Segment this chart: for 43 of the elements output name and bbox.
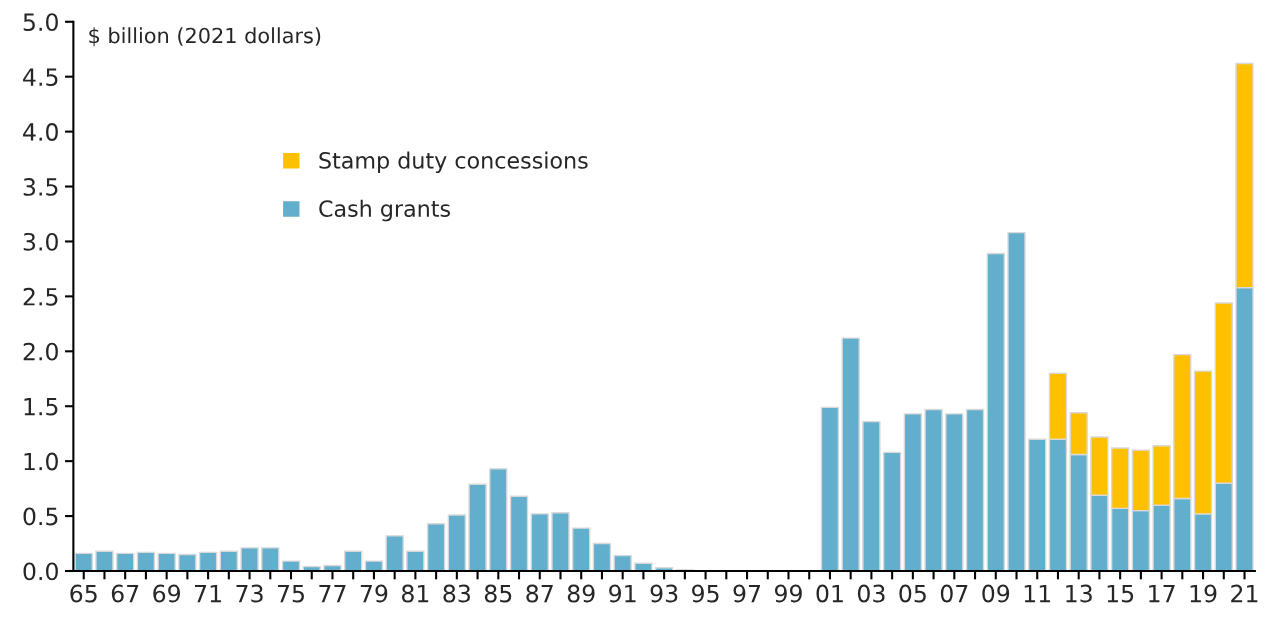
x-tick-label: 87	[526, 584, 553, 603]
x-tick-label: 05	[899, 584, 926, 603]
y-tick-label: 4.0	[23, 123, 58, 141]
y-tick-label: 0.0	[23, 562, 58, 581]
x-tick-label: 13	[1066, 584, 1092, 603]
x-tick-label: 17	[1149, 584, 1175, 603]
y-tick-label: 0.5	[23, 507, 58, 526]
x-tick-label: 65	[70, 584, 97, 603]
y-tick-label: 5.0	[23, 13, 58, 32]
y-tick-label: 2.0	[23, 342, 58, 361]
x-tick-label: 67	[111, 584, 139, 603]
legend-label: Stamp duty concessions	[319, 151, 588, 174]
x-tick-label: 95	[692, 584, 719, 603]
x-tick-label: 85	[484, 584, 512, 603]
x-tick-label: 79	[360, 584, 388, 603]
y-tick-label: 3.5	[23, 177, 58, 196]
x-tick-label: 77	[319, 584, 346, 603]
x-tick-label: 21	[1231, 584, 1258, 603]
y-tick-label: 3.0	[23, 232, 58, 251]
y-tick-label: 1.0	[24, 452, 58, 471]
x-tick-label: 19	[1190, 584, 1217, 603]
legend-label: Cash grants	[319, 199, 450, 222]
y-tick-label: 4.5	[23, 68, 58, 86]
x-tick-label: 99	[774, 584, 802, 603]
x-tick-label: 91	[609, 584, 636, 603]
x-tick-label: 01	[816, 584, 843, 603]
x-tick-label: 15	[1107, 584, 1134, 603]
x-tick-label: 73	[236, 584, 263, 603]
x-tick-label: 03	[857, 584, 885, 603]
x-tick-label: 97	[733, 584, 761, 603]
x-tick-label: 93	[650, 584, 678, 603]
y-tick-label: 2.5	[23, 287, 58, 306]
x-tick-label: 81	[401, 584, 429, 603]
x-tick-label: 07	[940, 584, 968, 603]
x-tick-label: 75	[277, 584, 304, 603]
y-axis-title: $ billion (2021 dollars)	[89, 27, 321, 47]
y-tick-label: 1.5	[24, 397, 58, 416]
x-tick-label: 83	[443, 584, 470, 603]
x-tick-label: 89	[567, 584, 595, 603]
x-tick-label: 71	[195, 584, 221, 603]
x-tick-label: 11	[1024, 584, 1051, 603]
x-tick-label: 69	[153, 584, 181, 603]
x-tick-label: 09	[982, 584, 1010, 603]
